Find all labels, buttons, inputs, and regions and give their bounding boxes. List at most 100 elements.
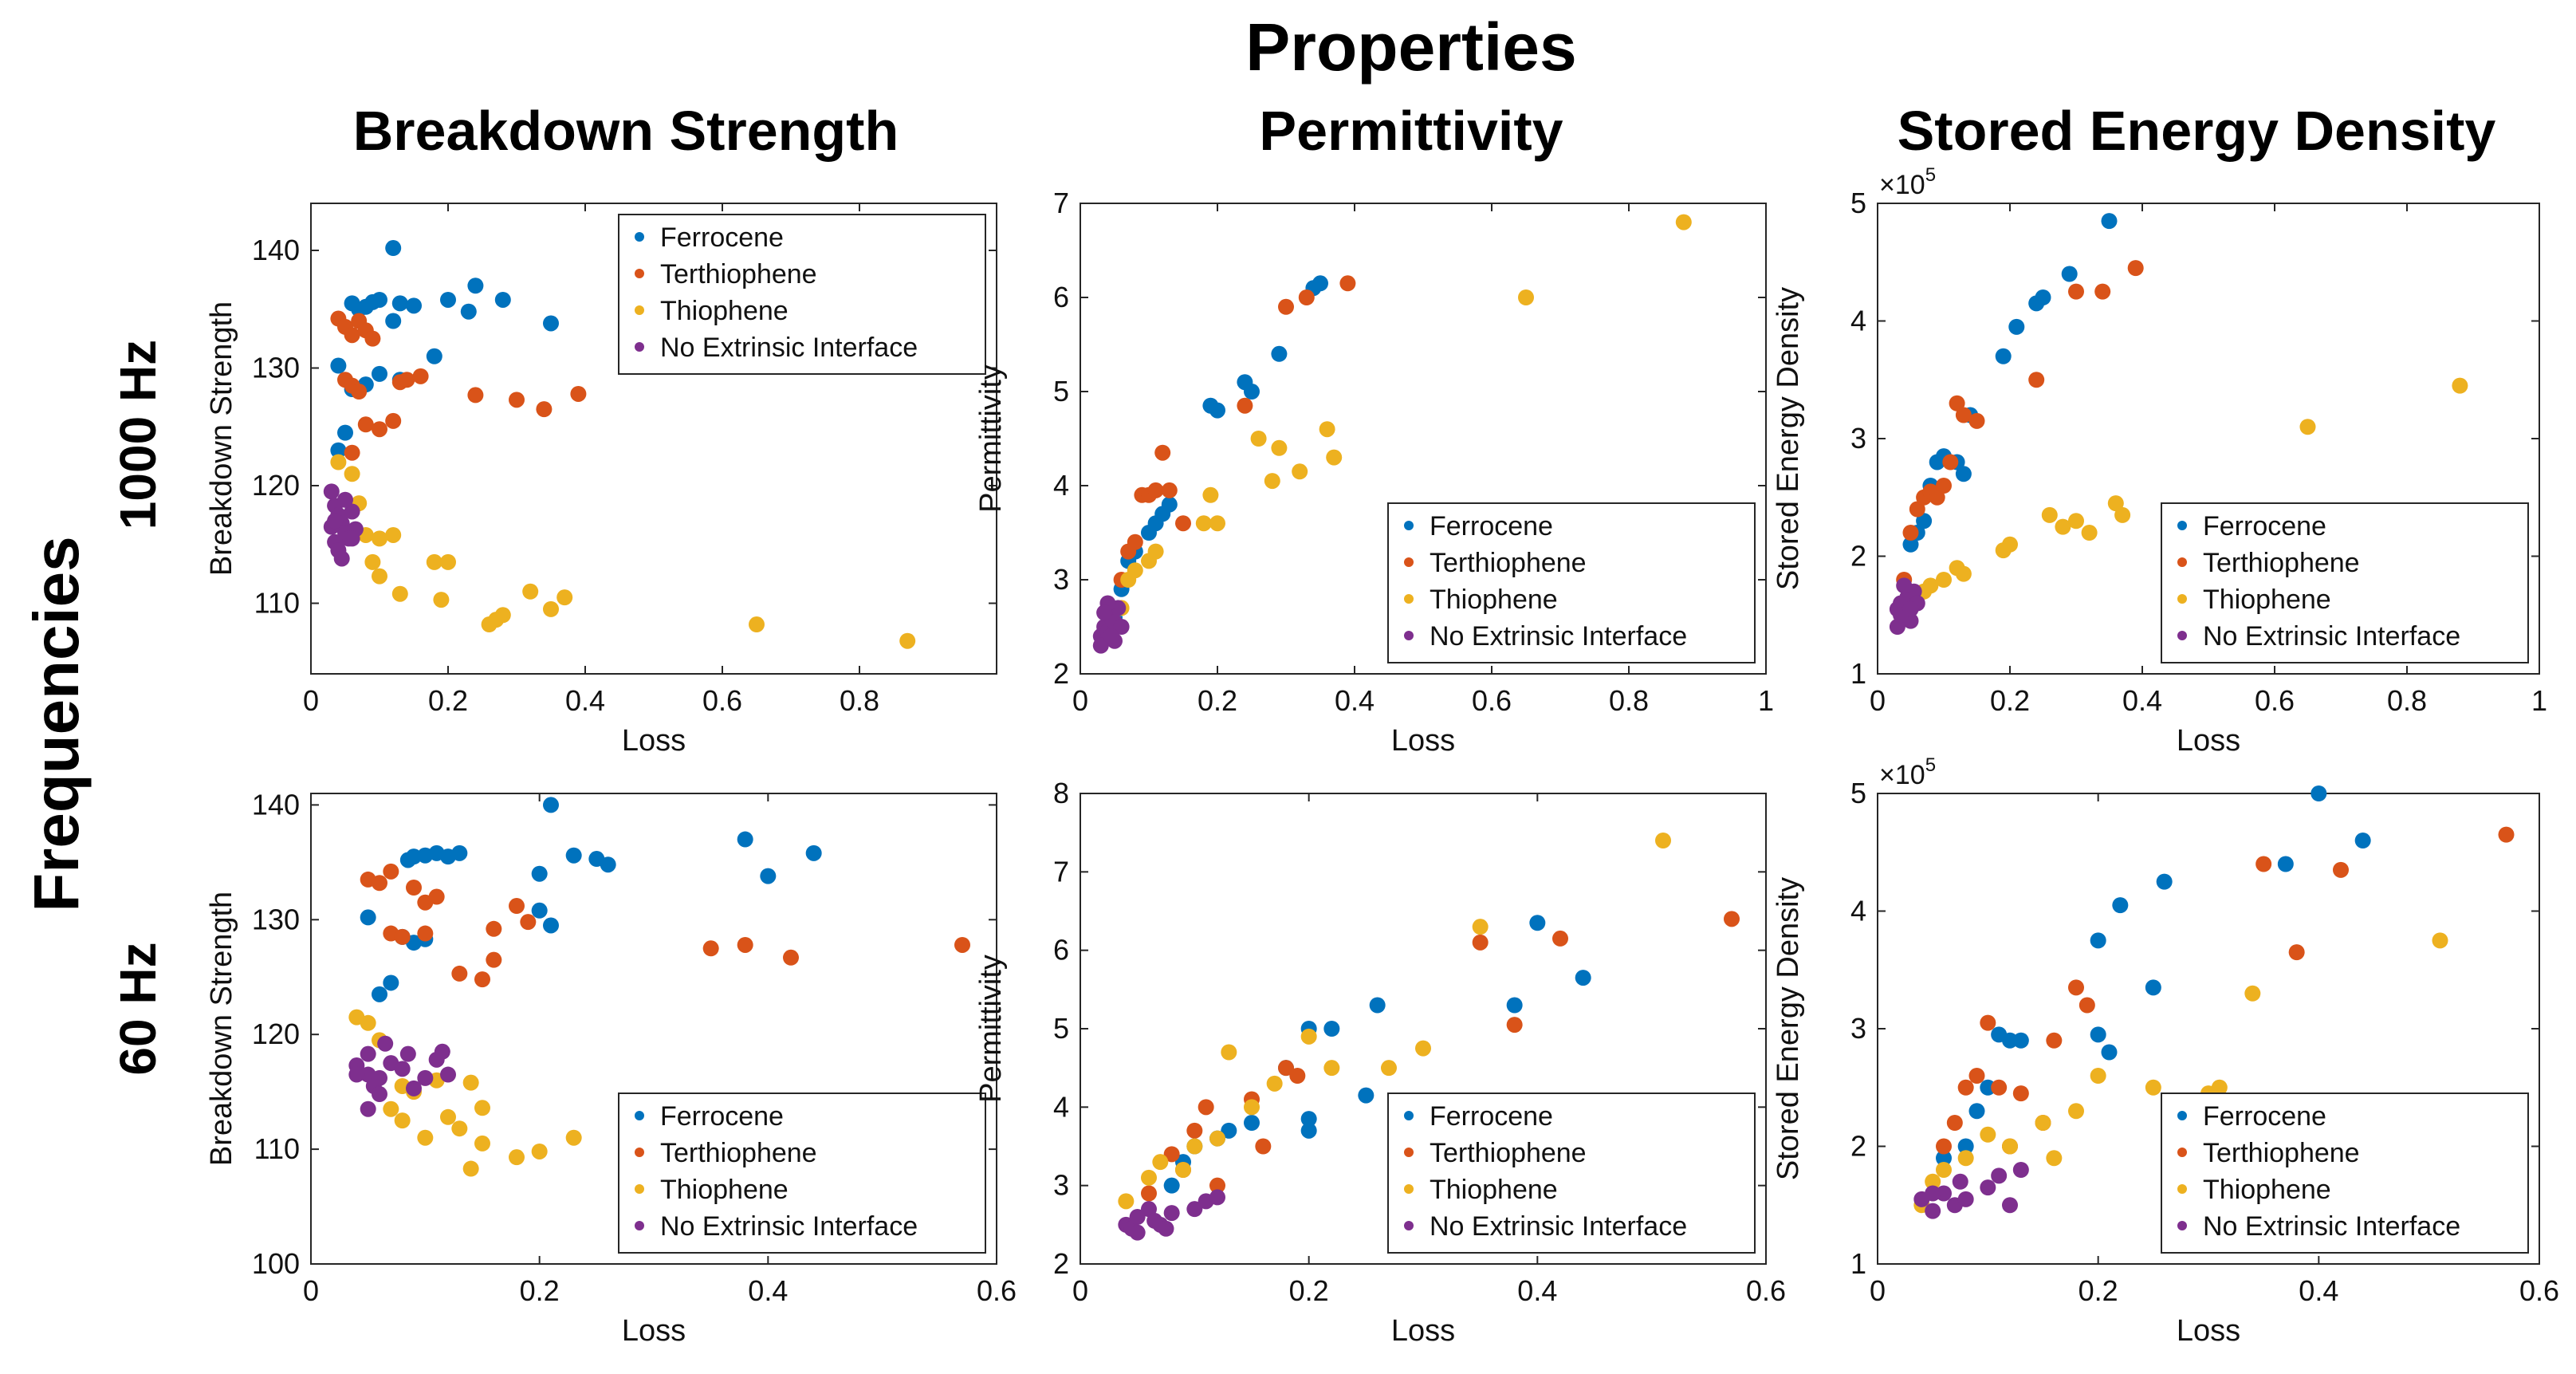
y-tick-label: 4 bbox=[1850, 305, 1866, 337]
data-point bbox=[372, 875, 387, 892]
data-point bbox=[385, 412, 402, 429]
data-point bbox=[360, 909, 376, 926]
x-tick-label: 0.8 bbox=[2387, 684, 2427, 717]
data-point bbox=[1103, 628, 1119, 644]
legend-label: Ferrocene bbox=[1430, 1101, 1553, 1132]
y-tick-label: 3 bbox=[1850, 422, 1866, 455]
data-point bbox=[372, 568, 387, 585]
data-point bbox=[2068, 513, 2084, 530]
data-point bbox=[330, 357, 347, 374]
data-point bbox=[565, 1129, 582, 1146]
data-point bbox=[2090, 1026, 2106, 1043]
data-point bbox=[364, 553, 381, 570]
data-point bbox=[1936, 1162, 1952, 1178]
panel-5-stored-energy-density: 0 0.2 0.4 0.6 1 2 3 4 5 Loss Stored Energy Density… bbox=[1772, 754, 2559, 1348]
y-tick-label: 140 bbox=[252, 234, 300, 266]
data-point bbox=[543, 600, 559, 617]
data-point bbox=[1175, 1162, 1191, 1178]
data-point bbox=[1902, 600, 1919, 617]
data-point bbox=[2101, 1044, 2118, 1061]
data-point bbox=[406, 880, 422, 896]
data-point bbox=[1129, 1224, 1146, 1241]
series-no-extrinsic-interface bbox=[1092, 595, 1130, 654]
legend-label: Ferrocene bbox=[660, 222, 784, 253]
data-point bbox=[2068, 1103, 2084, 1120]
data-point bbox=[2333, 861, 2349, 878]
series-terthiophene bbox=[1113, 275, 1356, 588]
legend-label: No Extrinsic Interface bbox=[2203, 1211, 2460, 1242]
data-point bbox=[760, 868, 777, 884]
y-tick-label: 7 bbox=[1053, 855, 1069, 888]
data-point bbox=[1916, 513, 1933, 530]
data-point bbox=[399, 1045, 416, 1062]
data-point bbox=[364, 330, 381, 347]
data-point bbox=[2498, 826, 2515, 843]
data-point bbox=[1991, 1167, 2008, 1184]
legend: Ferrocene Terthiophene Thiophene No Extrins… bbox=[2161, 1093, 2529, 1254]
data-point bbox=[1529, 915, 1546, 931]
data-point bbox=[1326, 449, 1343, 466]
data-point bbox=[1909, 501, 1925, 518]
data-point bbox=[531, 865, 548, 882]
data-point bbox=[451, 1120, 468, 1137]
data-point bbox=[372, 421, 387, 438]
legend-box bbox=[1387, 502, 1756, 663]
series-no-extrinsic-interface bbox=[348, 1035, 456, 1117]
x-tick-label: 0.2 bbox=[1198, 684, 1237, 717]
legend-marker bbox=[635, 1148, 644, 1157]
row-label-1000hz: 1000 Hz bbox=[109, 340, 167, 530]
series-no-extrinsic-interface bbox=[1889, 577, 1925, 635]
data-point bbox=[2114, 506, 2131, 523]
data-point bbox=[2002, 1138, 2018, 1155]
x-tick-label: 0.6 bbox=[702, 684, 742, 717]
x-tick-label: 1 bbox=[2531, 684, 2547, 717]
data-point bbox=[1127, 562, 1143, 579]
y-tick-label: 4 bbox=[1850, 895, 1866, 927]
legend-marker bbox=[1404, 1148, 1414, 1157]
data-point bbox=[474, 971, 490, 988]
data-point bbox=[1319, 421, 1335, 438]
data-point bbox=[417, 1069, 434, 1086]
data-point bbox=[2277, 856, 2294, 872]
x-axis-label: Loss bbox=[2177, 724, 2240, 758]
data-point bbox=[1300, 1028, 1317, 1045]
series-terthiophene bbox=[330, 310, 587, 461]
data-point bbox=[1300, 1111, 1317, 1128]
data-point bbox=[426, 348, 442, 364]
data-point bbox=[1896, 577, 1913, 594]
legend-marker bbox=[1404, 631, 1414, 640]
data-point bbox=[2068, 283, 2084, 300]
column-title-stored-energy: Stored Energy Density bbox=[1898, 100, 2496, 162]
data-point bbox=[1118, 1193, 1135, 1210]
data-point bbox=[1980, 1014, 1996, 1031]
data-point bbox=[348, 1066, 365, 1083]
data-point bbox=[1929, 489, 1945, 506]
legend-marker bbox=[2177, 594, 2187, 604]
data-point bbox=[1244, 384, 1260, 400]
data-point bbox=[1127, 533, 1143, 550]
data-point bbox=[600, 856, 616, 873]
panel-2-stored-energy-density: 0 0.2 0.4 0.6 0.8 1 1 2 3 4 5 Loss Stored Energy Den… bbox=[1772, 164, 2547, 758]
data-point bbox=[1323, 1021, 1340, 1037]
data-point bbox=[1902, 536, 1919, 553]
data-point bbox=[406, 297, 422, 314]
data-point bbox=[1358, 1087, 1375, 1104]
data-point bbox=[337, 424, 353, 441]
y-tick-label: 3 bbox=[1053, 563, 1069, 596]
data-point bbox=[1198, 1099, 1214, 1116]
data-point bbox=[1209, 1189, 1225, 1206]
y-tick-label: 2 bbox=[1850, 540, 1866, 573]
data-point bbox=[391, 295, 408, 312]
data-point bbox=[383, 974, 399, 991]
data-point bbox=[2041, 506, 2058, 523]
legend-label: No Extrinsic Interface bbox=[660, 333, 918, 363]
data-point bbox=[440, 291, 456, 308]
legend-marker bbox=[1404, 557, 1414, 567]
legend-marker bbox=[2177, 521, 2187, 530]
data-point bbox=[494, 291, 511, 308]
data-point bbox=[344, 503, 360, 520]
y-tick-label: 6 bbox=[1053, 281, 1069, 313]
panel-1-permittivity: 0 0.2 0.4 0.6 0.8 1 2 3 4 5 6 7 Loss Permittivity Ferr… bbox=[974, 187, 1774, 758]
data-point bbox=[954, 936, 970, 953]
data-point bbox=[509, 392, 525, 408]
